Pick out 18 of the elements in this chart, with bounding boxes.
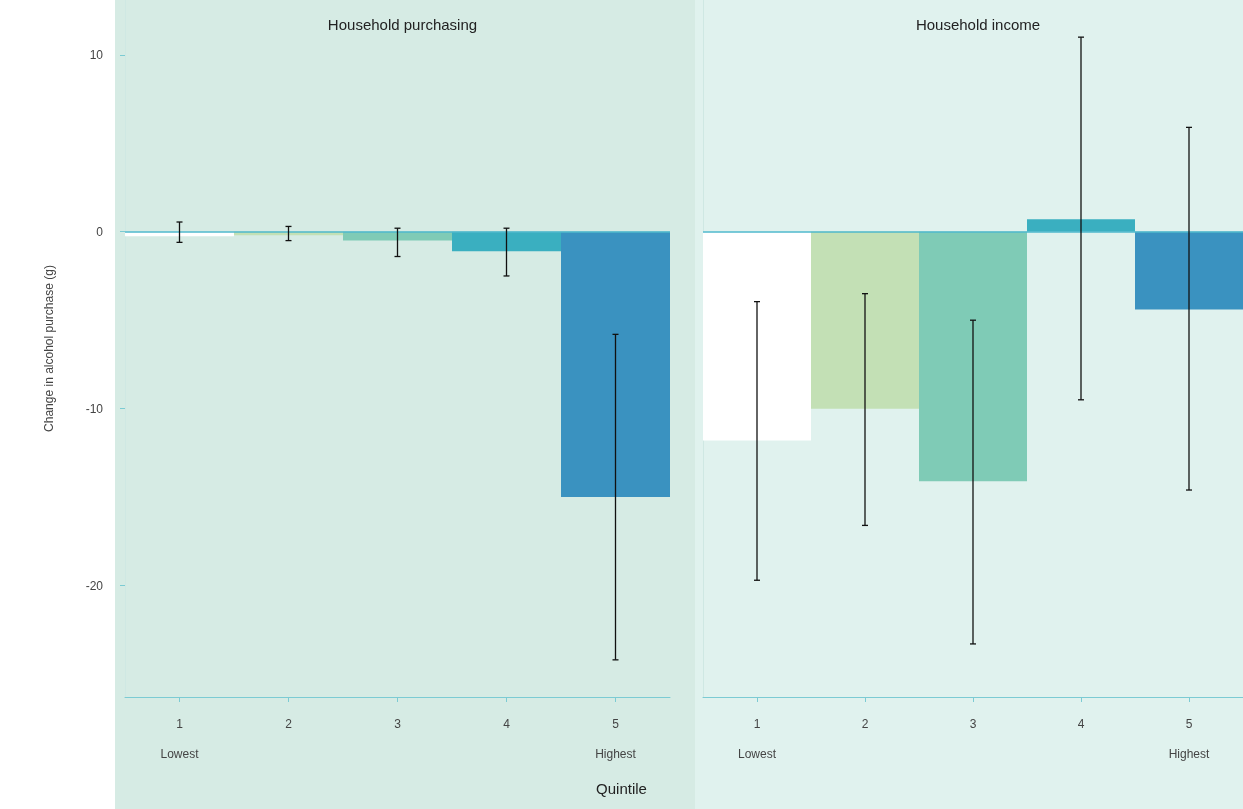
y-tick-label: -20 — [85, 578, 104, 593]
x-tick-label: 3 — [394, 717, 402, 731]
y-tick-label: -10 — [85, 401, 104, 416]
x-axis-title: Quintile — [595, 780, 648, 797]
x-tick-label: 3 — [969, 717, 977, 731]
category-label: 5 Highest — [595, 717, 636, 761]
y-tick-label: 10 — [89, 47, 104, 62]
category-label: 5 Highest — [1168, 717, 1210, 761]
x-tick-label: 2 — [861, 717, 869, 731]
x-tick-label: 4 — [503, 717, 511, 731]
x-tick-label: 2 — [285, 717, 293, 731]
text: Household purchasing — [327, 16, 478, 33]
y-axis-title: Change in alcohol purchase (g) — [42, 265, 56, 432]
category-label: 1 Lowest — [737, 717, 777, 761]
x-tick-label: 4 — [1077, 717, 1085, 731]
y-tick-label: 0 — [96, 224, 104, 239]
text: Household income — [915, 16, 1041, 33]
category-label: 1 Lowest — [160, 717, 199, 761]
